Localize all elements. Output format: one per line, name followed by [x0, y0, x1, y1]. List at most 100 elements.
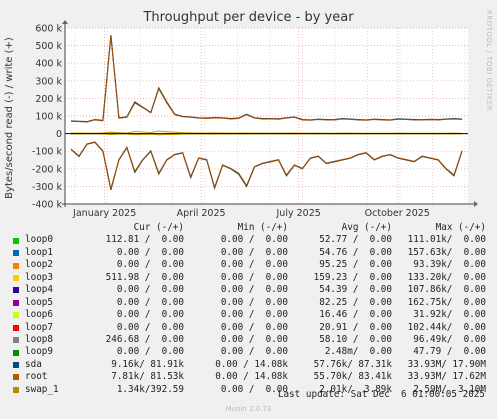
legend-name: loop1: [25, 246, 53, 258]
legend-avg: 159.23 / 0.00: [313, 271, 392, 283]
legend-row-swap_1: swap_1 1.34k/392.59 0.00 / 0.00 2.01k/ 3.89…: [8, 384, 488, 396]
legend-swatch: [13, 349, 19, 356]
legend-cur: 0.00 / 0.00: [116, 259, 184, 271]
legend-cur: 9.16k/ 81.91k: [111, 358, 184, 370]
legend-name: swap_1: [25, 383, 59, 395]
legend-max: 47.79 / 0.00: [413, 346, 486, 358]
legend-max: 96.49k/ 0.00: [413, 333, 486, 345]
x-tick-label: October 2025: [365, 208, 430, 219]
legend-min: 0.00 / 0.00: [220, 309, 288, 321]
x-tick-label: January 2025: [72, 208, 136, 219]
legend-row-sda: sda 9.16k/ 81.91k 0.00 / 14.08k 57.76k/ 87.…: [8, 359, 488, 371]
legend-avg: 52.77 / 0.00: [319, 234, 392, 246]
legend-cur: 0.00 / 0.00: [116, 346, 184, 358]
legend-max: 102.44k/ 0.00: [407, 321, 486, 333]
legend-row-root: root 7.81k/ 81.53k 0.00 / 14.08k 55.70k/ 83…: [8, 371, 488, 383]
legend-avg: 2.01k/ 3.89k: [319, 383, 392, 395]
legend-max: 93.39k/ 0.00: [413, 259, 486, 271]
legend-cur: 0.00 / 0.00: [116, 284, 184, 296]
legend-table: Cur (-/+) Min (-/+) Avg (-/+) Max (-/+) …: [8, 222, 488, 396]
legend-swatch: [13, 299, 19, 306]
legend-header: Cur (-/+) Min (-/+) Avg (-/+) Max (-/+): [8, 222, 488, 234]
legend-cur: 112.81 / 0.00: [105, 234, 184, 246]
legend-max: 2.59M/ 3.10M: [413, 383, 486, 395]
legend-row-loop6: loop6 0.00 / 0.00 0.00 / 0.00 16.46 / 0.00 3…: [8, 309, 488, 321]
legend-row-loop5: loop5 0.00 / 0.00 0.00 / 0.00 82.25 / 0.00 1…: [8, 297, 488, 309]
munin-version: Munin 2.0.73: [225, 405, 272, 413]
series-root-read-line: [70, 141, 463, 190]
legend-header-min: Min (-/+): [237, 222, 288, 233]
last-update: Last update: Sat Dec 6 01:00:05 2025: [277, 389, 485, 400]
y-tick-label: 600 k: [35, 24, 62, 35]
legend-name: loop7: [25, 321, 53, 333]
y-tick-label: 200 k: [35, 94, 62, 105]
legend-name: loop9: [25, 346, 53, 358]
legend-swatch: [13, 274, 19, 281]
legend-max: 33.93M/ 17.62M: [407, 371, 486, 383]
legend-avg: 55.70k/ 83.41k: [313, 371, 392, 383]
rrdtool-watermark: RRDTOOL / TOBI OETIKER: [485, 10, 493, 112]
series-root-write-line: [70, 35, 463, 123]
legend-min: 0.00 / 0.00: [220, 296, 288, 308]
legend-min: 0.00 / 0.00: [220, 284, 288, 296]
x-axis-arrow: [474, 201, 478, 207]
legend-cur: 0.00 / 0.00: [116, 321, 184, 333]
legend-swatch: [13, 374, 19, 381]
legend-row-loop3: loop3 511.98 / 0.00 0.00 / 0.00 159.23 / 0.…: [8, 272, 488, 284]
legend-avg: 82.25 / 0.00: [319, 296, 392, 308]
legend-avg: 95.25 / 0.00: [319, 259, 392, 271]
legend-header-max: Max (-/+): [435, 222, 486, 233]
legend-min: 0.00 / 0.00: [220, 321, 288, 333]
legend-min: 0.00 / 0.00: [220, 271, 288, 283]
legend-max: 157.63k/ 0.00: [407, 246, 486, 258]
legend-row-loop7: loop7 0.00 / 0.00 0.00 / 0.00 20.91 / 0.00 1…: [8, 322, 488, 334]
legend-max: 33.93M/ 17.90M: [407, 358, 486, 370]
legend-name: loop2: [25, 259, 53, 271]
legend-name: loop6: [25, 309, 53, 321]
y-tick-label: -400 k: [32, 200, 63, 211]
legend-min: 0.00 / 0.00: [220, 234, 288, 246]
legend-swatch: [13, 262, 19, 269]
legend-max: 162.75k/ 0.00: [407, 296, 486, 308]
y-tick-label: 400 k: [35, 59, 62, 70]
legend-cur: 0.00 / 0.00: [116, 296, 184, 308]
legend-cur: 511.98 / 0.00: [105, 271, 184, 283]
legend-avg: 2.48m/ 0.00: [324, 346, 392, 358]
legend-min: 0.00 / 0.00: [220, 246, 288, 258]
legend-cur: 0.00 / 0.00: [116, 309, 184, 321]
legend-min: 0.00 / 14.08k: [215, 358, 288, 370]
legend-avg: 20.91 / 0.00: [319, 321, 392, 333]
y-axis-arrow: [62, 20, 68, 24]
legend-min: 0.00 / 0.00: [220, 259, 288, 271]
y-tick-label: -200 k: [32, 164, 63, 175]
legend-swatch: [13, 362, 19, 369]
legend-avg: 16.46 / 0.00: [319, 309, 392, 321]
legend-avg: 58.10 / 0.00: [319, 333, 392, 345]
legend-cur: 0.00 / 0.00: [116, 246, 184, 258]
legend-name: loop0: [25, 234, 53, 246]
legend-avg: 54.39 / 0.00: [319, 284, 392, 296]
legend-row-loop4: loop4 0.00 / 0.00 0.00 / 0.00 54.39 / 0.00 1…: [8, 284, 488, 296]
legend-cur: 7.81k/ 81.53k: [111, 371, 184, 383]
legend-max: 31.92k/ 0.00: [413, 309, 486, 321]
legend-min: 0.00 / 0.00: [220, 346, 288, 358]
legend-swatch: [13, 250, 19, 257]
legend-swatch: [13, 287, 19, 294]
throughput-chart: Bytes/second read (-) / write (+) 600 k 5…: [4, 20, 478, 219]
y-tick-label: 100 k: [35, 112, 62, 123]
legend-min: 0.00 / 0.00: [220, 383, 288, 395]
y-tick-label: 0: [56, 129, 62, 140]
chart-title: Throughput per device - by year: [143, 10, 354, 25]
x-tick-label: July 2025: [276, 208, 321, 219]
x-tick-label: April 2025: [177, 208, 226, 219]
legend-row-loop1: loop1 0.00 / 0.00 0.00 / 0.00 54.76 / 0.00 1…: [8, 247, 488, 259]
legend-swatch: [13, 237, 19, 244]
legend-name: loop4: [25, 284, 53, 296]
legend-name: loop8: [25, 333, 53, 345]
y-tick-label: 300 k: [35, 76, 62, 87]
legend-cur: 1.34k/392.59: [116, 383, 184, 395]
legend-swatch: [13, 324, 19, 331]
legend-header-cur: Cur (-/+): [133, 222, 184, 233]
legend-max: 107.86k/ 0.00: [407, 284, 486, 296]
legend-swatch: [13, 312, 19, 319]
